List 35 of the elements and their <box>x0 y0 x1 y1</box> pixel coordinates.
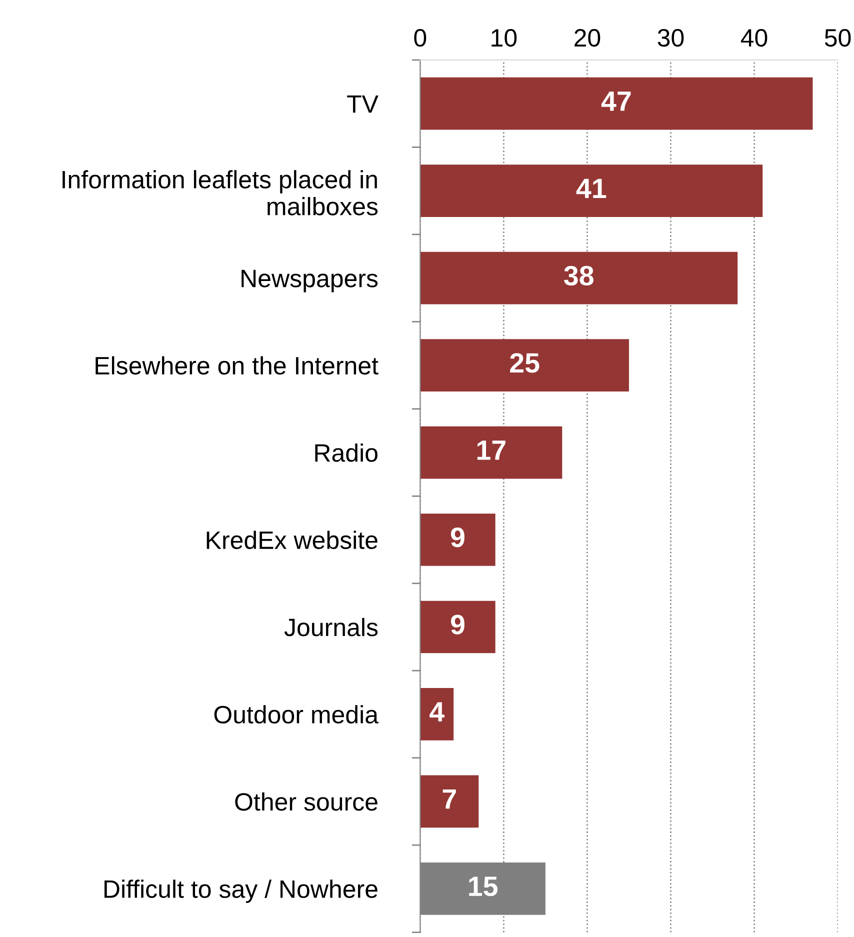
x-tick-label: 20 <box>574 28 600 47</box>
bar <box>420 426 562 479</box>
y-tick-label: Elsewhere on the Internet <box>96 356 378 375</box>
data-label: 15 <box>469 876 498 896</box>
data-label: 41 <box>576 178 606 198</box>
y-tick-label: Information leaflets placed in mailboxes <box>62 170 378 216</box>
y-tick-label: Radio <box>315 443 378 462</box>
y-tick-label: TV <box>347 95 378 113</box>
x-tick-label: 10 <box>492 28 517 47</box>
bar <box>420 688 454 740</box>
x-tick-label: 50 <box>824 28 851 47</box>
data-label: 47 <box>601 92 631 111</box>
data-label: 25 <box>510 353 540 373</box>
bar <box>420 514 496 566</box>
bar <box>420 164 763 217</box>
bar <box>420 339 629 392</box>
data-label: 9 <box>450 528 464 548</box>
x-tick-label: 0 <box>414 28 426 47</box>
bar <box>420 252 738 304</box>
x-tick-label: 40 <box>740 28 768 47</box>
bar <box>420 775 479 828</box>
x-tick-label: 30 <box>658 28 684 47</box>
y-tick-label: Newspapers <box>242 270 378 292</box>
data-label: 4 <box>430 702 444 722</box>
y-tick-label: Other source <box>235 792 378 811</box>
bar <box>420 600 496 654</box>
y-tick-label: Outdoor media <box>214 705 379 724</box>
data-label: 17 <box>477 440 506 460</box>
data-label: 7 <box>442 790 456 809</box>
y-tick-label: KredEx website <box>206 530 378 550</box>
y-tick-label: Difficult to say / Nowhere <box>104 880 378 903</box>
data-label: 9 <box>450 614 464 634</box>
bar <box>420 77 813 130</box>
y-tick-label: Journals <box>284 618 378 636</box>
data-label: 38 <box>564 266 594 286</box>
